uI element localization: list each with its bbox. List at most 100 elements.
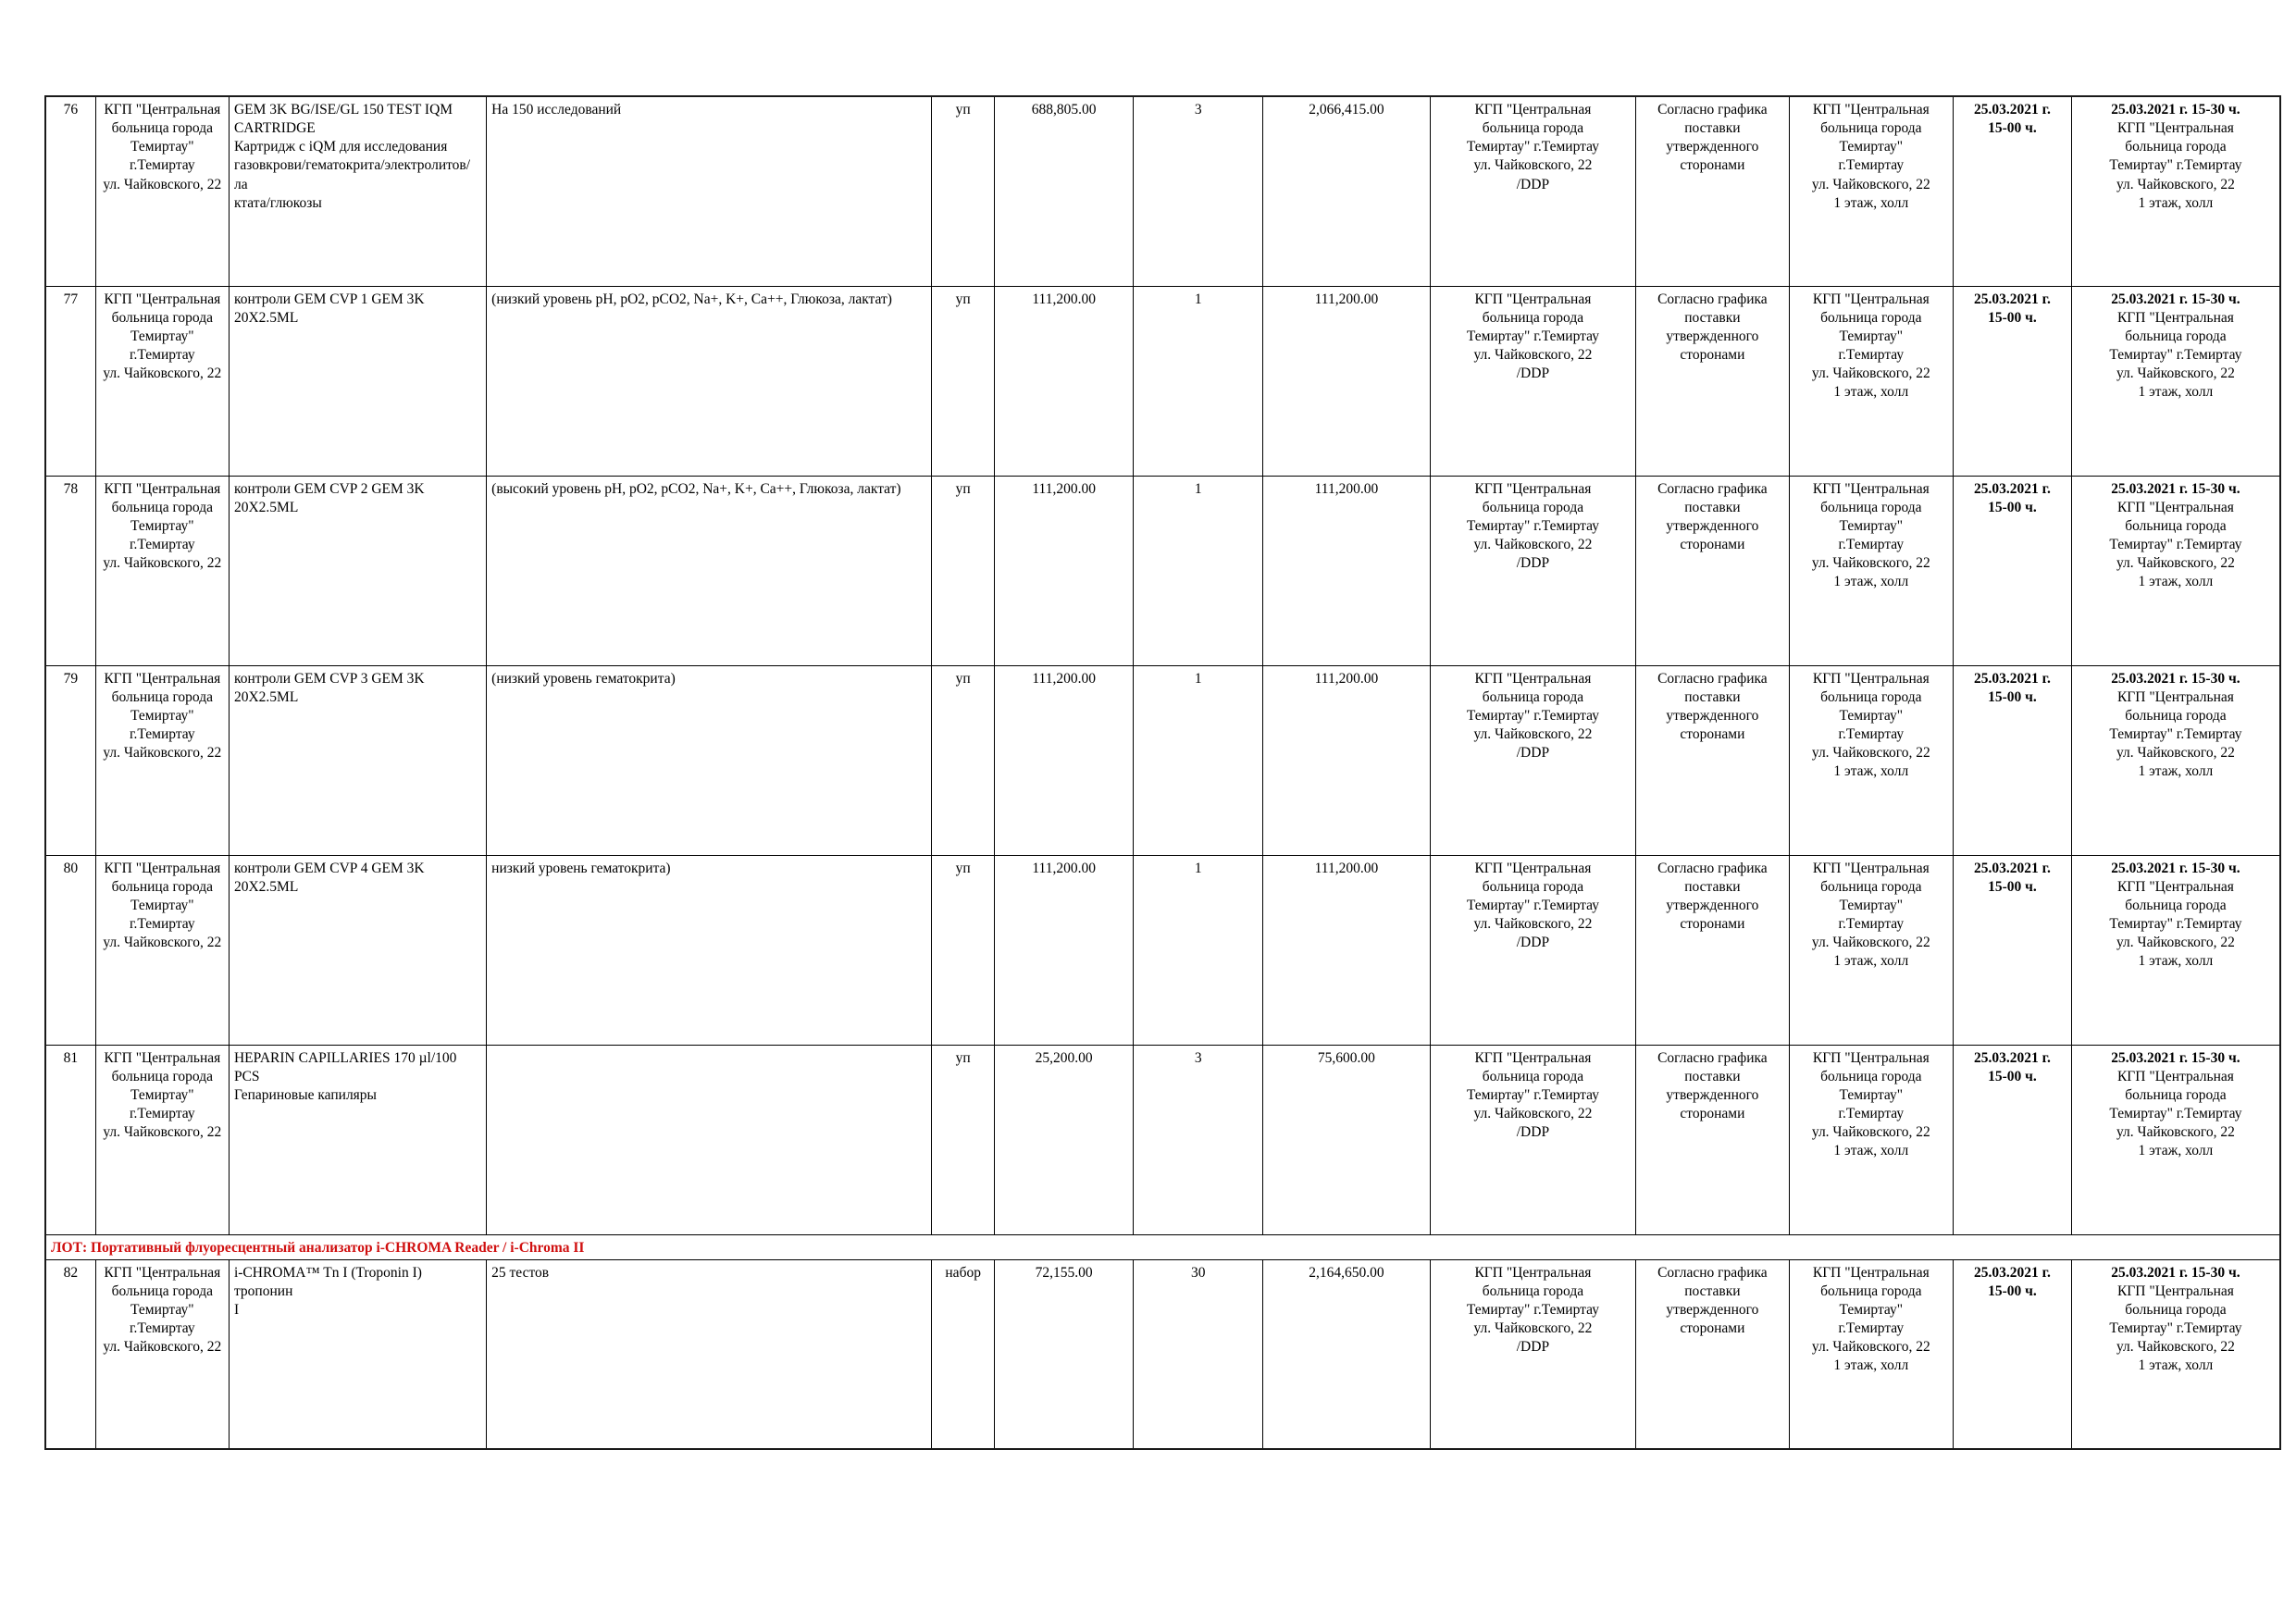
opening-info-cell-line: 1 этаж, холл [2138, 194, 2214, 211]
deadline-date-cell-lines: 25.03.2021 г. 15-00 ч. [1958, 1264, 2066, 1301]
opening-info-cell-line: 1 этаж, холл [2138, 1143, 2214, 1159]
item-name-cell-line: контроли GEM CVP 2 GEM 3K [233, 480, 425, 497]
customer-cell-line: больница города [111, 1282, 213, 1299]
delivery-place-cell-lines: КГП "Центральная больница города Темиртау"… [1435, 670, 1632, 763]
delivery-place-cell-lines: КГП "Центральная больница города Темиртау"… [1435, 291, 1632, 384]
submission-address-cell-line: КГП "Центральная [1812, 1264, 1930, 1281]
customer-cell-line: КГП "Центральная [104, 480, 221, 497]
unit-price-cell: 111,200.00 [993, 664, 1135, 856]
total-sum-cell: 2,066,415.00 [1262, 95, 1431, 287]
submission-address-cell-line: Темиртау" [1839, 517, 1904, 534]
delivery-place-cell-line: больница города [1482, 1068, 1584, 1084]
customer-cell-line: Темиртау" [130, 517, 194, 534]
delivery-place-cell-line: Темиртау" г.Темиртау [1466, 897, 1599, 913]
submission-address-cell: КГП "Центральная больница города Темиртау"… [1788, 95, 1955, 287]
delivery-place-cell-line: больница города [1482, 120, 1584, 137]
customer-cell-line: КГП "Центральная [104, 1049, 221, 1066]
deadline-date-cell-line: 25.03.2021 г. [1974, 291, 2051, 307]
total-sum-cell: 75,600.00 [1262, 1044, 1431, 1235]
item-description-cell: (низкий уровень pH, pO2, pCO2, Na+, K+, … [486, 285, 933, 477]
unit-price-cell: 688,805.00 [993, 95, 1135, 287]
opening-info-cell-lines: 25.03.2021 г. 15-30 ч. КГП "Центральная бо… [2077, 291, 2275, 403]
customer-cell: КГП "Центральная больница города Темиртау"… [94, 664, 230, 856]
item-name-cell-line: ктата/глюкозы [233, 194, 322, 211]
submission-address-cell: КГП "Центральная больница города Темиртау"… [1788, 1258, 1955, 1450]
opening-info-cell-line: Темиртау" г.Темиртау [2109, 157, 2242, 174]
submission-address-cell-line: г.Темиртау [1838, 915, 1905, 932]
delivery-place-cell: КГП "Центральная больница города Темиртау"… [1429, 475, 1637, 666]
submission-address-cell-line: ул. Чайковского, 22 [1811, 176, 1930, 192]
submission-address-cell-line: 1 этаж, холл [1833, 194, 1909, 211]
delivery-terms-cell-line: утвержденного [1666, 707, 1759, 724]
delivery-terms-cell-line: утвержденного [1666, 517, 1759, 534]
quantity-cell: 1 [1133, 475, 1264, 666]
opening-info-cell-line: ул. Чайковского, 22 [2116, 935, 2235, 951]
item-name-cell: контроли GEM CVP 3 GEM 3K 20X2.5ML [228, 664, 488, 856]
delivery-terms-cell: Согласно графика поставки утвержденного сто… [1635, 285, 1790, 477]
opening-info-cell-line: 1 этаж, холл [2138, 953, 2214, 970]
opening-info-cell-line: ул. Чайковского, 22 [2116, 365, 2235, 382]
submission-address-cell-line: больница города [1820, 878, 1922, 895]
customer-cell-line: ул. Чайковского, 22 [103, 176, 222, 192]
submission-address-cell-line: 1 этаж, холл [1833, 1357, 1909, 1374]
submission-address-cell-line: ул. Чайковского, 22 [1811, 935, 1930, 951]
customer-cell-lines: КГП "Центральная больница города Темиртау"… [101, 1264, 224, 1357]
item-description-cell: (высокий уровень pH, pO2, pCO2, Na+, K+,… [486, 475, 933, 666]
quantity-cell: 1 [1133, 854, 1264, 1046]
unit-cell: уп [931, 285, 995, 477]
deadline-date-cell-lines: 25.03.2021 г. 15-00 ч. [1958, 291, 2066, 328]
customer-cell-lines: КГП "Центральная больница города Темиртау"… [101, 480, 224, 574]
submission-address-cell-line: ул. Чайковского, 22 [1811, 365, 1930, 382]
item-name-cell: HEPARIN CAPILLARIES 170 µl/100 PCS Гепари… [228, 1044, 488, 1235]
deadline-date-cell-line: 15-00 ч. [1988, 1282, 2037, 1299]
customer-cell-line: КГП "Центральная [104, 102, 221, 118]
delivery-terms-cell-line: Согласно графика [1657, 1049, 1768, 1066]
item-name-cell-lines: контроли GEM CVP 3 GEM 3K 20X2.5ML [234, 670, 481, 707]
opening-info-cell-line: Темиртау" г.Темиртау [2109, 1320, 2242, 1337]
delivery-terms-cell-line: сторонами [1680, 725, 1745, 742]
customer-cell-line: КГП "Центральная [104, 860, 221, 876]
delivery-place-cell-lines: КГП "Центральная больница города Темиртау"… [1435, 1049, 1632, 1143]
unit-cell: набор [931, 1258, 995, 1450]
item-name-cell-line: контроли GEM CVP 1 GEM 3K [233, 291, 425, 307]
delivery-terms-cell-lines: Согласно графика поставки утвержденного сто… [1641, 1049, 1783, 1124]
unit-cell: уп [931, 854, 995, 1046]
opening-info-cell-line: ул. Чайковского, 22 [2116, 1124, 2235, 1141]
delivery-terms-cell-line: сторонами [1680, 915, 1745, 932]
deadline-date-cell-line: 15-00 ч. [1988, 120, 2037, 137]
deadline-date-cell-lines: 25.03.2021 г. 15-00 ч. [1958, 480, 2066, 517]
delivery-place-cell-line: больница города [1482, 309, 1584, 326]
delivery-place-cell-line: КГП "Центральная [1474, 670, 1592, 687]
customer-cell-line: г.Темиртау [129, 915, 195, 932]
item-description-cell [486, 1044, 933, 1235]
submission-address-cell-line: КГП "Центральная [1812, 670, 1930, 687]
item-name-cell-lines: HEPARIN CAPILLARIES 170 µl/100 PCS Гепари… [234, 1049, 481, 1105]
deadline-date-cell: 25.03.2021 г. 15-00 ч. [1953, 285, 2072, 477]
row-number: 82 [44, 1258, 96, 1450]
item-name-cell: контроли GEM CVP 1 GEM 3K 20X2.5ML [228, 285, 488, 477]
customer-cell-line: ул. Чайковского, 22 [103, 555, 222, 572]
opening-info-cell-line: КГП "Центральная [2116, 688, 2234, 705]
deadline-date-cell-line: 15-00 ч. [1988, 878, 2037, 895]
opening-info-cell: 25.03.2021 г. 15-30 ч. КГП "Центральная бо… [2070, 1258, 2281, 1450]
delivery-terms-cell-line: Согласно графика [1657, 1264, 1768, 1281]
delivery-terms-cell-line: Согласно графика [1657, 480, 1768, 497]
unit-price-cell: 72,155.00 [993, 1258, 1135, 1450]
submission-address-cell-line: больница города [1820, 120, 1922, 137]
customer-cell-line: г.Темиртау [129, 536, 195, 552]
submission-address-cell-line: больница города [1820, 309, 1922, 326]
delivery-place-cell-line: /DDP [1516, 1339, 1550, 1356]
opening-info-cell-line: Темиртау" г.Темиртау [2109, 536, 2242, 552]
opening-info-cell-lines: 25.03.2021 г. 15-30 ч. КГП "Центральная бо… [2077, 670, 2275, 782]
submission-address-cell-line: Темиртау" [1839, 1086, 1904, 1103]
row-number: 77 [44, 285, 96, 477]
opening-info-cell-line: 25.03.2021 г. 15-30 ч. [2111, 480, 2240, 497]
delivery-terms-cell-line: сторонами [1680, 346, 1745, 363]
opening-info-cell: 25.03.2021 г. 15-30 ч. КГП "Центральная бо… [2070, 1044, 2281, 1235]
delivery-place-cell-line: КГП "Центральная [1474, 480, 1592, 497]
submission-address-cell-lines: КГП "Центральная больница города Темиртау"… [1794, 860, 1948, 972]
opening-info-cell: 25.03.2021 г. 15-30 ч. КГП "Центральная бо… [2070, 95, 2281, 287]
quantity-cell: 3 [1133, 1044, 1264, 1235]
customer-cell-line: г.Темиртау [129, 725, 195, 742]
opening-info-cell-line: 25.03.2021 г. 15-30 ч. [2111, 860, 2240, 876]
